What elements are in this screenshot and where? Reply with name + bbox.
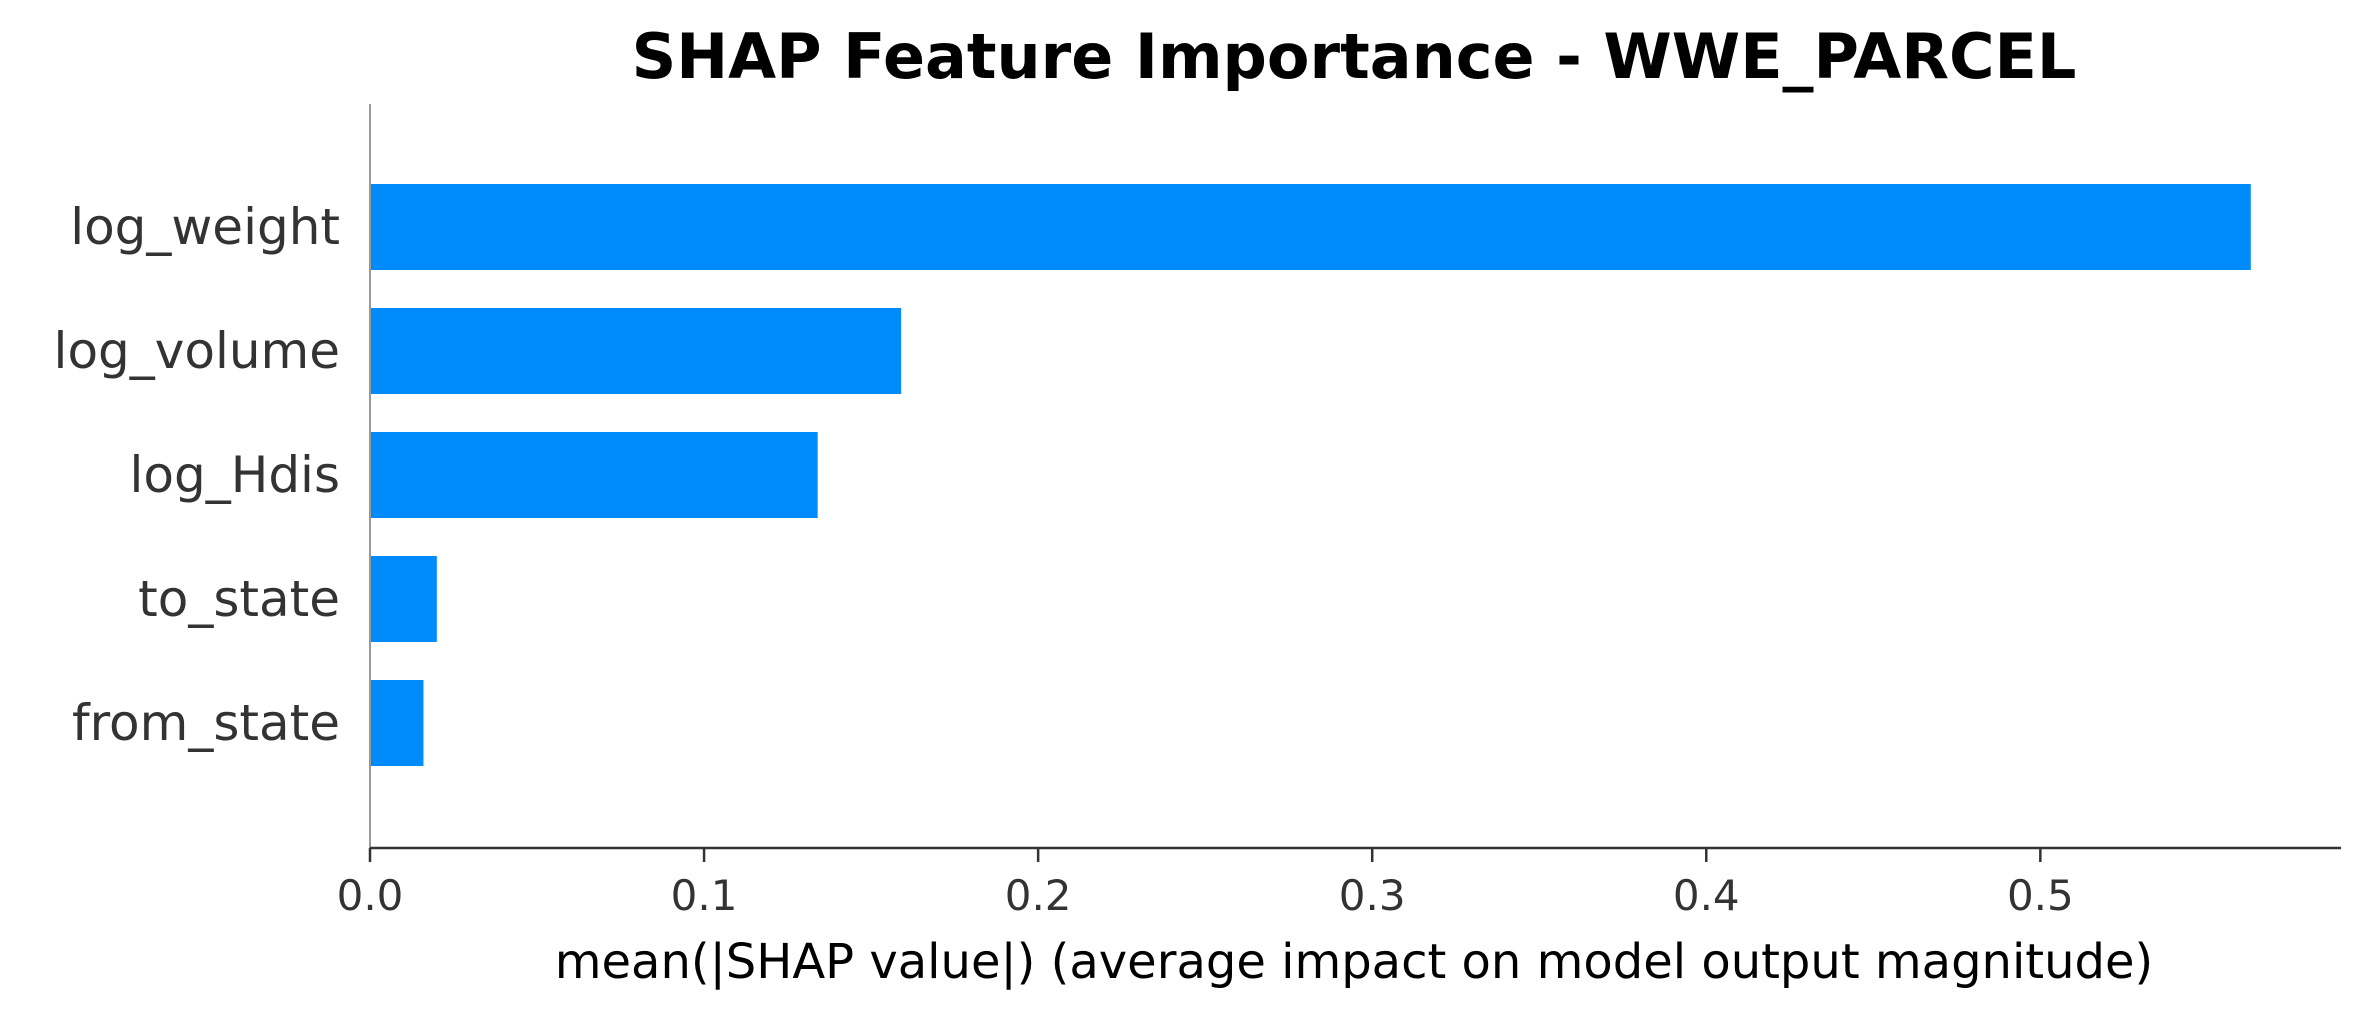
- x-tick-label: 0.5: [2007, 871, 2074, 920]
- x-tick-label: 0.1: [671, 871, 738, 920]
- x-tick-label: 0.3: [1339, 871, 1406, 920]
- chart-title: SHAP Feature Importance - WWE_PARCEL: [632, 20, 2077, 93]
- bars-layer: [370, 184, 2251, 766]
- bar-to-state: [370, 556, 437, 642]
- feature-label-log-Hdis: log_Hdis: [130, 446, 341, 504]
- feature-labels: log_weight log_volume log_Hdis to_statefrom…: [54, 198, 340, 752]
- x-axis-label: mean(|SHAP value|) (average impact on mo…: [555, 934, 2154, 990]
- feature-label-to-state: to_state: [138, 570, 340, 628]
- feature-label-log-volume: log_volume: [54, 322, 340, 380]
- x-tick-label: 0.2: [1005, 871, 1072, 920]
- bar-log-volume: [370, 308, 902, 394]
- x-tick-label: 0.0: [337, 871, 404, 920]
- feature-label-log-weight: log_weight: [70, 198, 340, 256]
- bar-from-state: [370, 680, 424, 766]
- x-tick-label: 0.4: [1673, 871, 1740, 920]
- bar-log-Hdis: [370, 432, 818, 518]
- x-axis-ticks: 0.0 0.1 0.2 0.3 0.4 0.5: [337, 848, 2074, 920]
- bar-log-weight: [370, 184, 2251, 270]
- feature-label-from-state: from_state: [72, 694, 340, 752]
